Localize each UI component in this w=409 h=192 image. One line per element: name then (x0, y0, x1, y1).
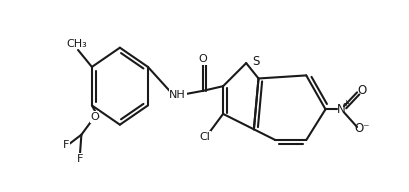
Text: NH: NH (169, 90, 186, 100)
Text: F: F (76, 154, 83, 164)
Text: F: F (63, 140, 69, 150)
Text: O: O (199, 54, 207, 64)
Text: O: O (358, 84, 367, 97)
Text: S: S (252, 55, 260, 68)
Text: O⁻: O⁻ (355, 122, 370, 135)
Text: CH₃: CH₃ (66, 39, 87, 49)
Text: Cl: Cl (199, 132, 210, 142)
Text: +: + (342, 99, 349, 108)
Text: O: O (90, 112, 99, 122)
Text: N: N (337, 103, 345, 116)
